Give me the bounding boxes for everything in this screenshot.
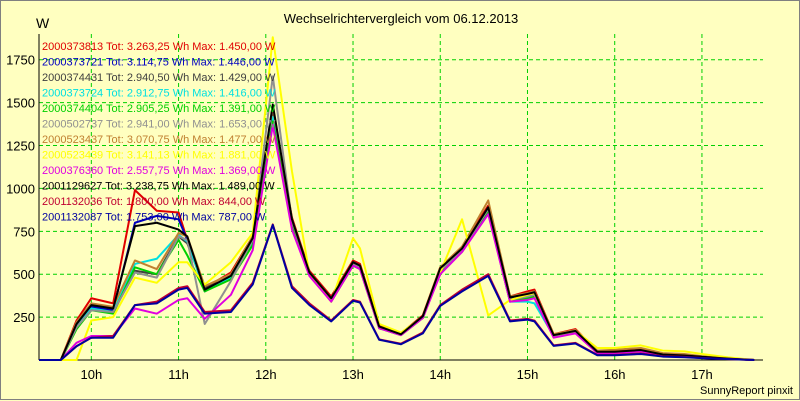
legend-entry-2000374404: 2000374404 Tot: 2.905,25 Wh Max: 1.391,0…	[42, 103, 276, 115]
x-tick-label: 10h	[80, 367, 102, 382]
legend-entry-2000373813: 2000373813 Tot: 3.263,25 Wh Max: 1.450,0…	[42, 41, 276, 53]
legend-entry-2000374431: 2000374431 Tot: 2.940,50 Wh Max: 1.429,0…	[42, 72, 276, 84]
legend-entry-2001132036: 2001132036 Tot: 1.800,00 Wh Max: 844,00 …	[42, 196, 266, 208]
y-tick-label: 1000	[6, 181, 35, 196]
chart-title: Wechselrichtervergleich vom 06.12.2013	[283, 11, 519, 26]
y-tick-label: 1250	[6, 139, 35, 154]
plot-area	[39, 34, 763, 360]
y-tick-label: 500	[13, 267, 35, 282]
x-tick-label: 11h	[168, 367, 189, 382]
legend-entry-2001132087: 2001132087 Tot: 1.753,00 Wh Max: 787,00 …	[42, 212, 266, 224]
legend-entry-2000373721: 2000373721 Tot: 3.114,75 Wh Max: 1.446,0…	[42, 57, 275, 69]
series-line-2001129627	[39, 103, 755, 361]
x-tick-label: 13h	[342, 367, 364, 382]
x-tick-label: 17h	[691, 367, 713, 382]
series-line-2000376360	[39, 124, 755, 361]
legend-entry-2000502737: 2000502737 Tot: 2.941,00 Wh Max: 1.653,0…	[42, 119, 276, 131]
y-tick-label: 1750	[6, 53, 35, 68]
y-axis-label: W	[36, 15, 50, 31]
footer-credit: SunnyReport pinxit	[700, 385, 793, 397]
x-tick-label: 12h	[255, 367, 277, 382]
y-tick-label: 250	[13, 310, 35, 325]
legend-entry-2000523437: 2000523437 Tot: 3.070,75 Wh Max: 1.477,0…	[42, 134, 276, 146]
x-tick-label: 16h	[604, 367, 626, 382]
legend-entry-2000373724: 2000373724 Tot: 2.912,75 Wh Max: 1.416,0…	[42, 88, 276, 100]
legend-entry-2001129627: 2001129627 Tot: 3.238,75 Wh Max: 1.489,0…	[42, 181, 275, 193]
legend-entry-2000376360: 2000376360 Tot: 2.557,75 Wh Max: 1.369,0…	[42, 165, 276, 177]
legend-entry-2000523439: 2000523439 Tot: 3.141,13 Wh Max: 1.881,0…	[42, 150, 276, 162]
x-tick-label: 15h	[517, 367, 539, 382]
y-tick-label: 1500	[6, 96, 35, 111]
x-tick-label: 14h	[429, 367, 451, 382]
y-tick-label: 750	[13, 224, 35, 239]
series-line-2001132087	[39, 223, 755, 361]
